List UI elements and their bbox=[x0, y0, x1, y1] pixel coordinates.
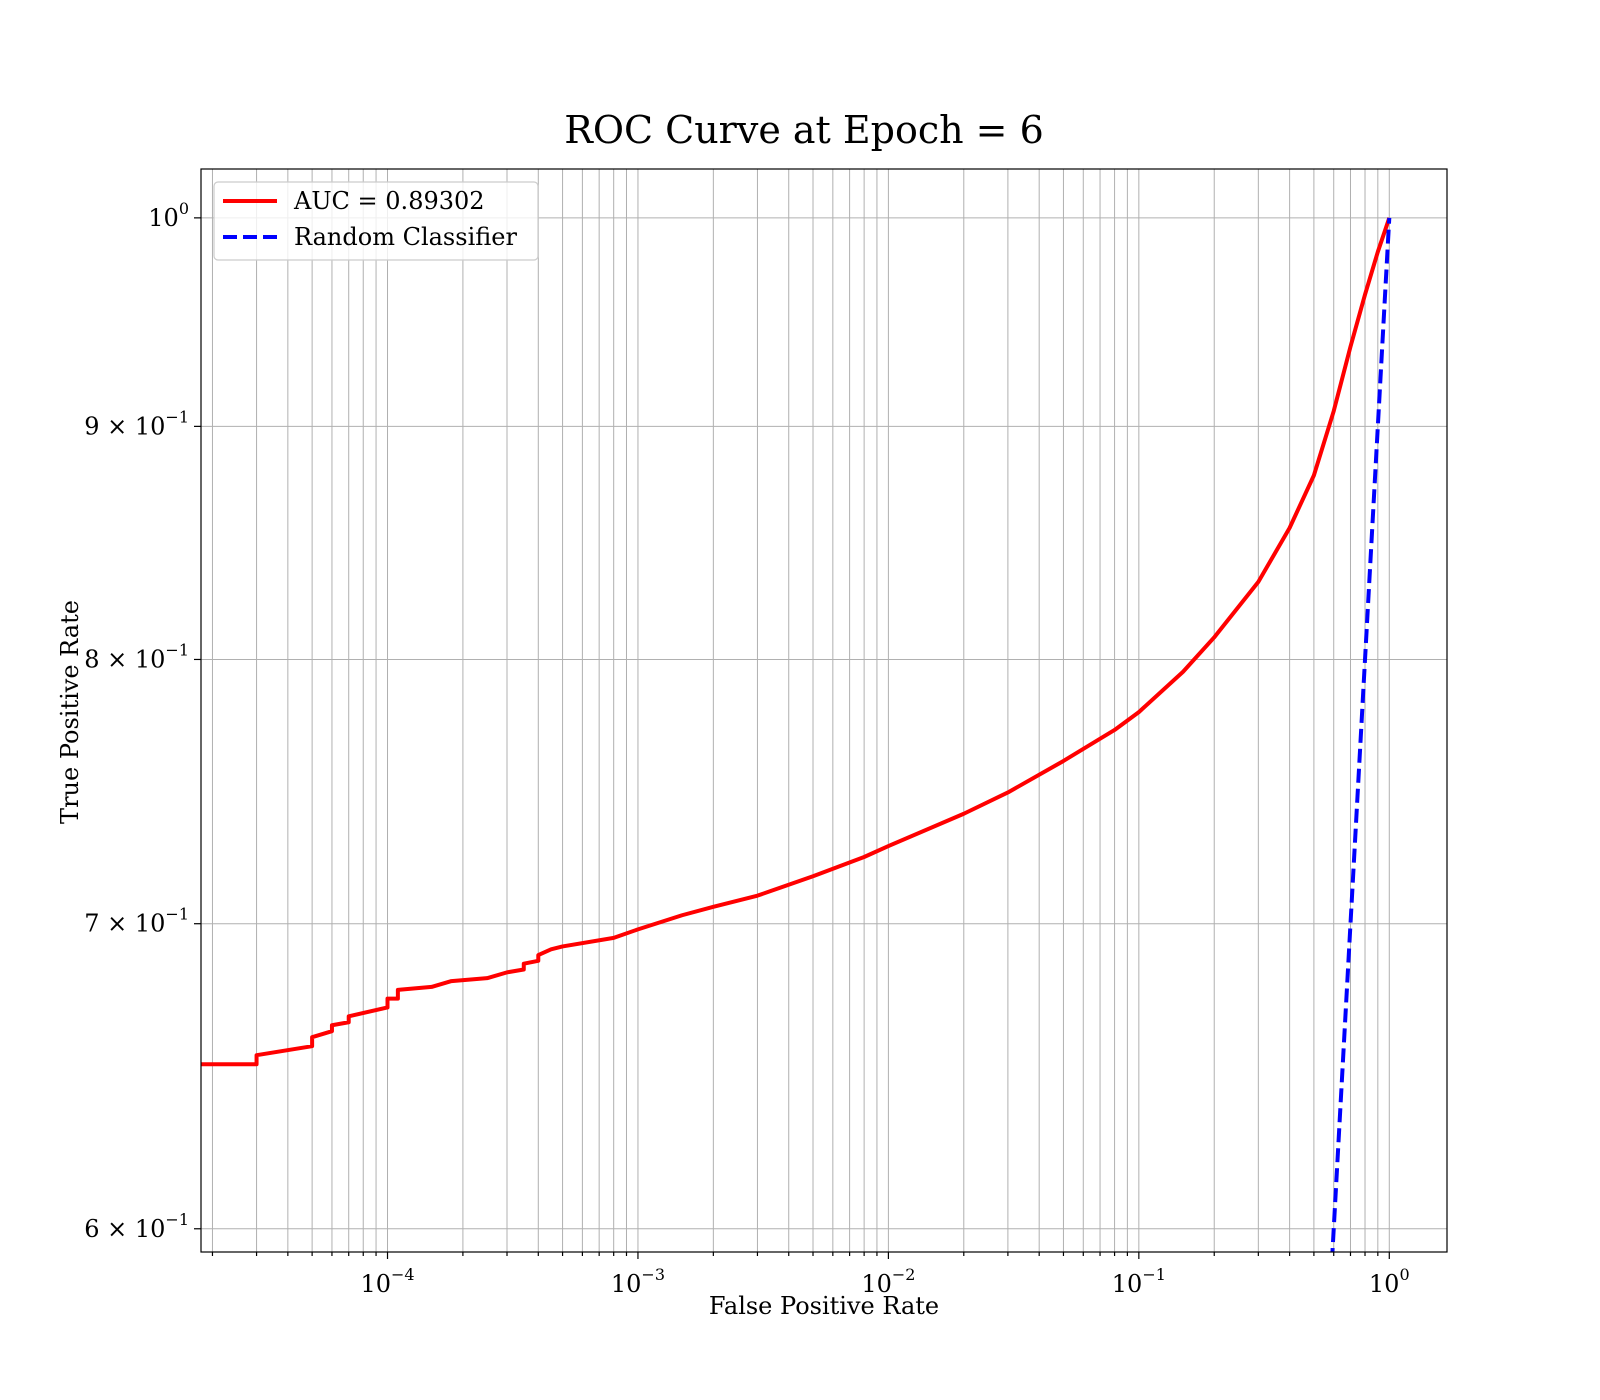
roc-curve-line bbox=[201, 217, 1392, 1067]
legend-box bbox=[213, 181, 539, 261]
x-tick-label: 10−4 bbox=[360, 1265, 414, 1298]
x-tick-label: 10−2 bbox=[861, 1265, 915, 1298]
x-tick-label: 10−3 bbox=[611, 1265, 665, 1298]
chart-title: ROC Curve at Epoch = 6 bbox=[564, 108, 1044, 152]
random-classifier-line bbox=[1330, 217, 1392, 1252]
y-axis-label: True Positive Rate bbox=[56, 600, 84, 824]
x-tick-label: 10−1 bbox=[1112, 1265, 1166, 1298]
y-tick-label: 6 × 10−1 bbox=[84, 1210, 189, 1243]
legend-label-random: Random Classifier bbox=[294, 223, 517, 251]
plot-frame bbox=[200, 168, 1448, 1253]
plot-area bbox=[201, 217, 1392, 1252]
x-tick-label: 100 bbox=[1369, 1265, 1410, 1298]
legend-label-auc: AUC = 0.89302 bbox=[293, 187, 485, 215]
y-tick-label: 9 × 10−1 bbox=[84, 407, 189, 440]
legend: AUC = 0.89302 Random Classifier bbox=[213, 181, 539, 261]
x-axis-label: False Positive Rate bbox=[709, 1292, 939, 1320]
y-tick-label: 100 bbox=[148, 199, 189, 232]
y-tick-label: 8 × 10−1 bbox=[84, 640, 189, 673]
axis-ticks: 6 × 10−1 7 × 10−1 8 × 10−1 9 × 10−1 100 10−4 1… bbox=[84, 199, 1409, 1298]
grid-lines bbox=[201, 169, 1447, 1252]
y-tick-label: 7 × 10−1 bbox=[84, 905, 189, 938]
